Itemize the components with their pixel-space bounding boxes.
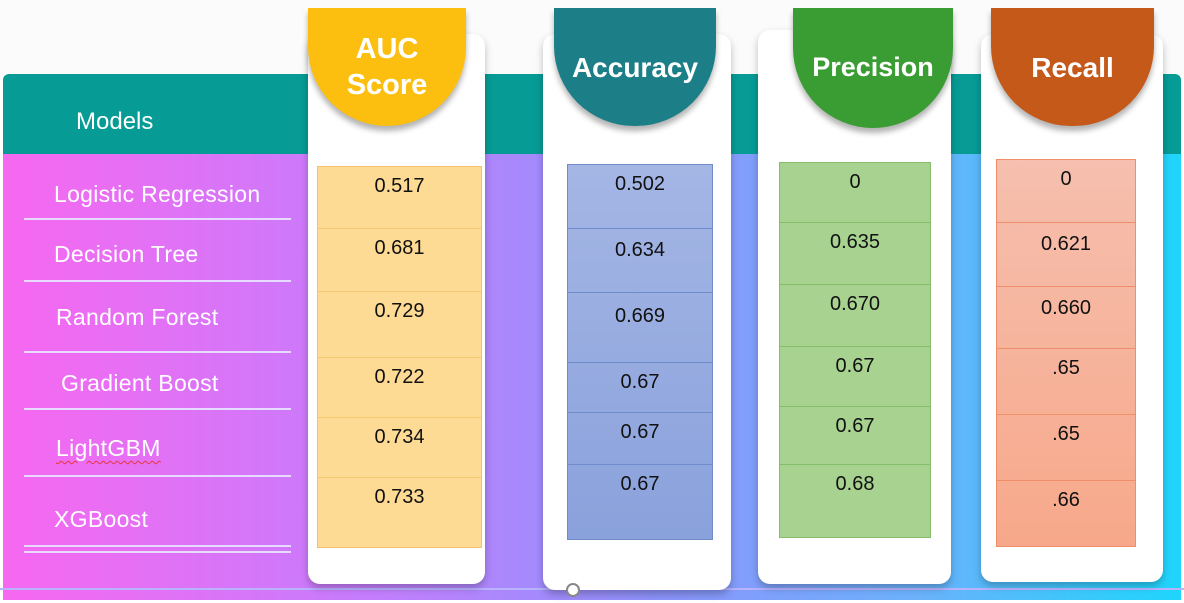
- row-divider: [24, 408, 291, 410]
- precision-cell: 0.635: [780, 223, 930, 285]
- auc-title-line1: AUC: [355, 32, 419, 65]
- auc-cell: 0.733: [374, 486, 425, 508]
- precision-cell: 0: [780, 163, 930, 223]
- precision-cell: 0.67: [780, 347, 930, 407]
- recall-title: Recall: [1031, 51, 1114, 83]
- model-logistic-regression: Logistic Regression: [54, 181, 261, 207]
- recall-cell: 0.621: [997, 223, 1135, 287]
- auc-title-line2: Score: [346, 69, 428, 101]
- precision-cell: 0.67: [780, 407, 930, 465]
- precision-column: 0 0.635 0.670 0.67 0.67 0.68: [779, 162, 931, 538]
- model-decision-tree: Decision Tree: [54, 241, 199, 267]
- auc-column: 0.517 0.681 0.729 0.722 0.734 0.733: [317, 166, 482, 548]
- model-random-forest: Random Forest: [56, 304, 219, 330]
- auc-cell: 0.729: [318, 292, 481, 358]
- row-divider: [24, 280, 291, 282]
- auc-cell: 0.734: [318, 418, 481, 478]
- row-divider: [24, 551, 291, 553]
- recall-column: 0 0.621 0.660 .65 .65 .66: [996, 159, 1136, 547]
- recall-cell: 0: [997, 160, 1135, 223]
- auc-cell: 0.681: [318, 229, 481, 292]
- accuracy-title: Accuracy: [571, 51, 699, 83]
- model-xgboost: XGBoost: [54, 506, 149, 532]
- accuracy-column: 0.502 0.634 0.669 0.67 0.67 0.67: [567, 164, 713, 540]
- recall-cell: .66: [1052, 489, 1080, 511]
- auc-cell: 0.722: [318, 358, 481, 418]
- recall-cell: .65: [997, 349, 1135, 415]
- row-divider: [24, 351, 291, 353]
- precision-cell: 0.68: [835, 473, 875, 495]
- recall-cell: 0.660: [997, 287, 1135, 349]
- accuracy-cell: 0.634: [568, 229, 712, 293]
- recall-cell: .65: [997, 415, 1135, 481]
- accuracy-cell: 0.502: [568, 165, 712, 229]
- row-divider: [24, 545, 291, 547]
- model-gradient-boost: Gradient Boost: [61, 370, 219, 396]
- models-header: Models: [76, 108, 154, 135]
- model-lightgbm: LightGBM: [56, 435, 161, 461]
- precision-title: Precision: [812, 52, 934, 83]
- row-divider: [24, 475, 291, 477]
- auc-cell: 0.517: [318, 167, 481, 229]
- accuracy-cell: 0.67: [568, 413, 712, 465]
- auc-score-badge: AUC Score: [308, 8, 466, 126]
- precision-cell: 0.670: [780, 285, 930, 347]
- row-divider: [24, 218, 291, 220]
- accuracy-cell: 0.669: [568, 293, 712, 363]
- accuracy-cell: 0.67: [568, 363, 712, 413]
- accuracy-cell: 0.67: [620, 473, 660, 495]
- rotation-handle-icon[interactable]: [566, 583, 580, 597]
